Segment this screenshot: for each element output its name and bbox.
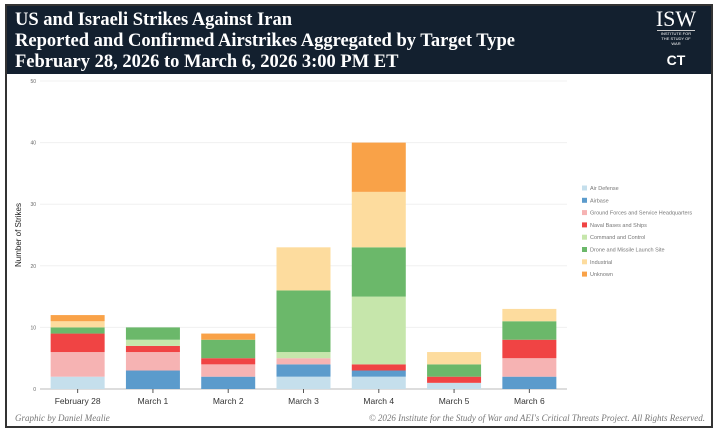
bar-segment bbox=[50, 327, 105, 334]
bar-segment bbox=[351, 370, 406, 377]
legend-swatch bbox=[582, 210, 587, 216]
header: US and Israeli Strikes Against Iran Repo… bbox=[7, 6, 711, 97]
x-tick-label: March 5 bbox=[439, 396, 470, 406]
bar-segment bbox=[351, 296, 406, 365]
legend-swatch bbox=[582, 259, 587, 265]
title-line-2: Reported and Confirmed Airstrikes Aggreg… bbox=[15, 31, 516, 51]
credit: Graphic by Daniel Mealie bbox=[15, 413, 110, 423]
bar-segment bbox=[502, 376, 557, 389]
legend-swatch bbox=[582, 271, 587, 277]
x-tick-label: February 28 bbox=[55, 396, 101, 406]
bar-segment bbox=[50, 333, 105, 353]
isw-logo-text: ISW bbox=[655, 6, 697, 31]
title-line-3: February 28, 2026 to March 6, 2026 3:00 … bbox=[15, 52, 399, 72]
bar-segment bbox=[50, 376, 105, 389]
bar-segment bbox=[50, 315, 105, 322]
chart-frame: US and Israeli Strikes Against Iran Repo… bbox=[5, 4, 713, 428]
title-line-1: US and Israeli Strikes Against Iran bbox=[15, 10, 293, 30]
bar-segment bbox=[276, 358, 331, 365]
bar-segment bbox=[50, 321, 105, 328]
bar-segment bbox=[201, 376, 256, 389]
copyright: © 2026 Institute for the Study of War an… bbox=[368, 413, 705, 423]
y-tick-label: 20 bbox=[30, 264, 36, 270]
bar-segment bbox=[502, 339, 557, 359]
x-tick-label: March 4 bbox=[363, 396, 394, 406]
legend-swatch bbox=[582, 247, 587, 252]
ct-logo-subtitle: CRITICAL THREATS bbox=[652, 74, 700, 81]
legend-label: Naval Bases and Ships bbox=[590, 223, 647, 229]
y-tick-label: 40 bbox=[30, 141, 36, 147]
y-tick-label: 50 bbox=[30, 79, 36, 85]
x-tick-label: March 1 bbox=[138, 396, 169, 406]
x-tick-label: March 3 bbox=[288, 396, 319, 406]
bar-segment bbox=[427, 382, 482, 389]
bar-segment bbox=[125, 339, 180, 346]
y-tick-label: 0 bbox=[33, 387, 36, 393]
bar-segment bbox=[427, 364, 482, 377]
bar-segment bbox=[351, 191, 406, 248]
legend-swatch bbox=[582, 197, 587, 203]
legend-swatch bbox=[582, 222, 587, 228]
bar-segment bbox=[125, 370, 180, 389]
legend-label: Airbase bbox=[590, 198, 609, 204]
bar-segment bbox=[276, 290, 331, 353]
bar-segment bbox=[276, 352, 331, 359]
legend-label: Air Defense bbox=[590, 186, 619, 192]
bar-segment bbox=[125, 345, 180, 353]
legend-label: Drone and Missile Launch Site bbox=[590, 248, 665, 254]
bar-segment bbox=[351, 364, 406, 371]
stacked-bar-chart: 0 10 20 30 40 50 Number of Strikes February 28 M… bbox=[14, 79, 692, 406]
bar-segment bbox=[201, 358, 256, 365]
bar-segment bbox=[427, 352, 482, 365]
isw-logo-subtitle: INSTITUTE FOR THE STUDY OF WAR bbox=[657, 30, 695, 46]
bar-segment bbox=[276, 247, 331, 291]
bar-segment bbox=[351, 247, 406, 297]
bar-segment bbox=[125, 352, 180, 371]
x-tick-label: March 2 bbox=[213, 396, 244, 406]
fund-text: THE DR. JACK LONDON GEOSPATIAL FUND bbox=[653, 87, 699, 97]
legend-swatch bbox=[582, 234, 587, 240]
y-tick-label: 10 bbox=[30, 325, 36, 331]
bar-segment bbox=[351, 376, 406, 389]
bar-segment bbox=[276, 376, 331, 389]
ct-logo: CT CRITICAL THREATS bbox=[647, 52, 705, 84]
isw-ct-logo: ISW INSTITUTE FOR THE STUDY OF WAR CT CR… bbox=[647, 6, 705, 98]
bar-segment bbox=[201, 364, 256, 377]
bar-segment bbox=[502, 321, 557, 340]
y-tick-label: 30 bbox=[30, 202, 36, 208]
legend-label: Ground Forces and Service Headquarters bbox=[590, 211, 692, 217]
bar-segment bbox=[201, 339, 256, 359]
legend-label: Unknown bbox=[590, 272, 613, 278]
y-axis-label: Number of Strikes bbox=[14, 203, 23, 267]
bar-segment bbox=[502, 358, 557, 377]
legend-swatch bbox=[582, 185, 587, 191]
bar-segment bbox=[276, 364, 331, 377]
bar-segment bbox=[201, 333, 256, 340]
x-tick-label: March 6 bbox=[514, 396, 545, 406]
bar-segment bbox=[125, 327, 180, 340]
legend-label: Command and Control bbox=[590, 235, 645, 241]
bar-segment bbox=[50, 352, 105, 377]
bar-segment bbox=[502, 308, 557, 322]
bar-segment bbox=[427, 376, 482, 383]
ct-logo-text: CT bbox=[666, 52, 686, 68]
bar-segment bbox=[351, 142, 406, 192]
legend-label: Industrial bbox=[590, 260, 612, 266]
